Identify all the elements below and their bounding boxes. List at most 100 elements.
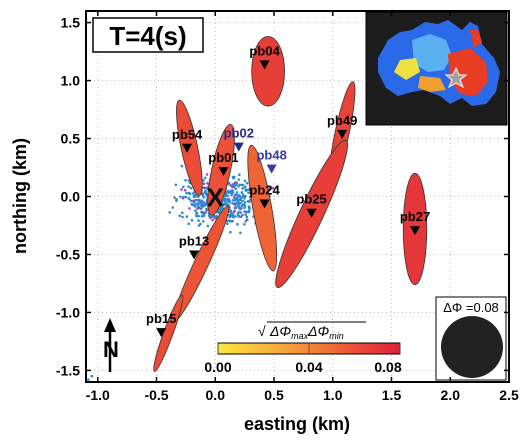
event-point [223,198,227,202]
stations: pb01 pb02 pb04 pb13 pb15 pb24 pb25 pb27 pb48 pb49… [146,43,430,338]
station-label: pb01 [208,150,238,165]
event-point [242,194,245,198]
event-point [189,199,193,202]
x-tick-label: 0.5 [264,387,284,403]
svg-text:ΔΦmaxΔΦmin: ΔΦmaxΔΦmin [269,323,344,341]
event-point [181,197,185,200]
y-tick-label: -1.5 [56,362,80,378]
anisotropy-ellipses [153,36,428,372]
event-point [188,207,191,210]
station-triangle-icon [259,199,270,209]
event-point [238,207,242,211]
event-point [226,222,229,225]
event-point [243,223,246,226]
event-point [90,374,94,378]
station-triangle-icon [218,166,229,176]
event-point [243,185,247,188]
station-label: pb24 [249,182,280,197]
event-point [246,210,250,214]
station-label: pb54 [172,127,203,142]
colorbar-ticks: 0.00 0.04 0.08 [204,343,402,375]
event-point [190,218,194,222]
colorbar-label-main: ΔΦ [269,323,291,339]
event-point [240,183,244,187]
event-point [184,195,188,199]
station-triangle-icon [189,250,200,260]
event-point [240,191,244,194]
event-point [204,211,207,214]
event-point [243,197,246,200]
event-point [185,215,189,218]
event-point [234,206,238,210]
event-point [185,191,188,195]
event-point [218,206,222,210]
event-point [239,231,242,235]
event-point [202,220,205,223]
event-point [245,215,249,219]
event-point [200,215,204,218]
y-tick-label: -1.0 [56,304,80,320]
station-triangle-icon [259,60,270,70]
colorbar-tick-label: 0.08 [374,359,401,375]
event-point [188,192,192,196]
center-marker: X [207,183,225,213]
event-point [244,213,247,216]
x-tick-label: 2.0 [441,387,461,403]
station-triangle-icon [266,164,277,174]
chart-title: T=4(s) [109,21,186,51]
event-point [271,186,275,190]
anisotropy-ellipse [251,36,285,107]
x-tick-label: -0.5 [144,387,168,403]
event-point [227,198,230,202]
event-point [243,206,246,210]
event-point [235,191,239,194]
event-point [171,206,175,209]
event-point [229,230,232,234]
event-point [205,186,209,190]
event-point [243,179,247,183]
event-point [245,181,249,185]
station-triangle-icon [156,328,167,338]
x-tick-label: 1.0 [323,387,343,403]
event-point [205,207,208,211]
station-triangle-icon [182,143,193,153]
event-point [197,214,200,218]
reference-label: ΔΦ =0.08 [443,300,499,315]
reference-circle-box: ΔΦ =0.08 [435,296,507,381]
event-point [197,198,201,202]
y-tick-label: 1.0 [61,73,81,89]
event-point [180,188,183,191]
event-point [187,222,190,226]
event-point [195,212,198,215]
colorbar-tick-label: 0.04 [295,359,322,375]
event-point [202,179,205,182]
event-point [200,206,204,209]
event-point [173,196,176,199]
reference-circle [441,316,503,378]
event-point [203,190,207,194]
event-point [245,188,249,192]
event-point [227,190,230,193]
event-point [202,213,206,216]
event-point [232,214,235,218]
event-point [268,185,272,189]
event-point [231,185,234,189]
station-label: pb25 [296,192,326,207]
event-point [202,196,206,199]
station-triangle-icon [233,142,244,152]
y-axis-ticks: 1.5 1.0 0.5 0.0 -0.5 -1.0 -1.5 [56,15,509,378]
event-point [227,219,231,222]
y-tick-label: 0.5 [61,131,81,147]
event-point [190,202,194,206]
event-point [195,214,198,218]
event-point [268,187,271,191]
event-point [240,204,243,208]
x-tick-label: 2.5 [499,387,519,403]
station-label: pb48 [256,148,286,163]
x-tick-label: 1.5 [382,387,402,403]
event-point [239,201,242,205]
event-point [239,197,242,201]
event-point [237,178,241,181]
event-point [211,218,214,222]
